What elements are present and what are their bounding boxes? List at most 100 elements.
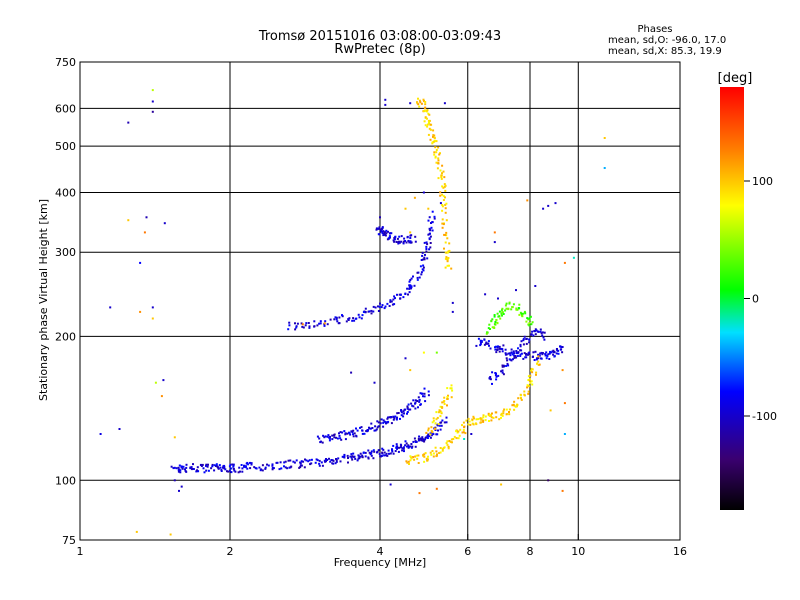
data-point xyxy=(223,464,226,467)
data-point xyxy=(271,467,274,469)
data-point xyxy=(300,464,303,467)
data-point xyxy=(351,455,354,458)
data-point xyxy=(211,465,214,468)
data-point xyxy=(427,427,430,430)
data-point xyxy=(427,394,430,397)
data-point xyxy=(521,314,523,317)
data-point xyxy=(398,293,401,296)
data-point xyxy=(440,421,443,424)
data-point xyxy=(501,348,504,351)
data-point xyxy=(552,349,555,352)
data-point xyxy=(349,433,352,436)
data-point xyxy=(444,266,447,269)
data-point xyxy=(514,355,517,358)
colorbar-tick-label: 100 xyxy=(752,175,773,188)
data-point xyxy=(480,421,482,424)
data-point xyxy=(305,459,308,462)
data-point xyxy=(420,102,423,105)
data-point xyxy=(353,432,356,435)
data-point xyxy=(347,457,349,459)
data-point xyxy=(572,256,575,259)
data-point xyxy=(288,324,291,327)
data-point xyxy=(439,451,442,454)
data-point xyxy=(443,247,445,250)
data-point xyxy=(499,317,502,320)
data-point xyxy=(435,450,438,453)
data-point xyxy=(420,437,422,440)
data-point xyxy=(443,102,446,105)
y-tick-label: 500 xyxy=(55,140,76,153)
data-point xyxy=(507,364,510,367)
data-point xyxy=(324,320,327,323)
data-point xyxy=(391,450,394,453)
data-point xyxy=(489,378,492,381)
data-point xyxy=(288,321,291,324)
data-point xyxy=(439,428,442,431)
data-point xyxy=(398,240,400,243)
data-point xyxy=(484,419,487,422)
colorbar-gradient xyxy=(720,87,744,510)
data-point xyxy=(445,219,448,222)
data-point xyxy=(284,466,287,469)
y-tick-label: 600 xyxy=(55,102,76,115)
data-point xyxy=(374,429,377,432)
data-point xyxy=(545,354,548,357)
data-point xyxy=(451,301,454,304)
data-point xyxy=(370,422,373,425)
data-point xyxy=(333,318,336,321)
data-point xyxy=(350,371,353,374)
data-point xyxy=(342,455,345,458)
data-point xyxy=(479,339,482,342)
data-point xyxy=(405,241,408,244)
data-point xyxy=(441,226,444,229)
data-point xyxy=(434,422,437,425)
stats-line-o: mean, sd,O: -96.0, 17.0 xyxy=(608,35,726,46)
data-point xyxy=(495,319,498,321)
data-point xyxy=(143,231,146,234)
data-point xyxy=(441,193,444,196)
data-point xyxy=(427,207,430,210)
data-point xyxy=(192,463,194,466)
data-point xyxy=(505,365,508,367)
data-point xyxy=(482,419,485,422)
data-point xyxy=(446,237,449,240)
data-point xyxy=(491,318,494,321)
data-point xyxy=(276,461,279,464)
data-point xyxy=(228,465,231,468)
data-point xyxy=(497,297,499,300)
data-point xyxy=(440,411,443,414)
data-point xyxy=(462,429,465,431)
data-point xyxy=(445,258,448,261)
data-point xyxy=(323,459,326,462)
data-point xyxy=(180,465,183,468)
data-point xyxy=(310,458,313,461)
data-point xyxy=(441,222,444,225)
data-point xyxy=(420,392,423,395)
data-point xyxy=(409,102,412,105)
data-point xyxy=(406,461,409,464)
data-point xyxy=(528,317,531,320)
data-point xyxy=(428,435,431,438)
data-point xyxy=(400,444,403,447)
data-point xyxy=(315,458,318,461)
data-point xyxy=(385,422,387,425)
data-point xyxy=(440,424,443,427)
data-point xyxy=(338,316,341,319)
data-point xyxy=(409,408,412,411)
data-point xyxy=(350,453,353,456)
data-point xyxy=(496,321,499,324)
data-point xyxy=(356,429,359,432)
data-point xyxy=(603,137,606,139)
data-point xyxy=(423,460,426,463)
data-point xyxy=(425,457,428,460)
data-point xyxy=(533,359,536,361)
data-point xyxy=(230,471,233,474)
data-point xyxy=(330,459,333,461)
data-point xyxy=(520,313,523,315)
data-point xyxy=(355,427,357,430)
data-point xyxy=(378,453,381,455)
data-point xyxy=(358,316,361,319)
data-point xyxy=(468,420,471,423)
data-point xyxy=(338,434,341,437)
data-point xyxy=(491,412,493,415)
